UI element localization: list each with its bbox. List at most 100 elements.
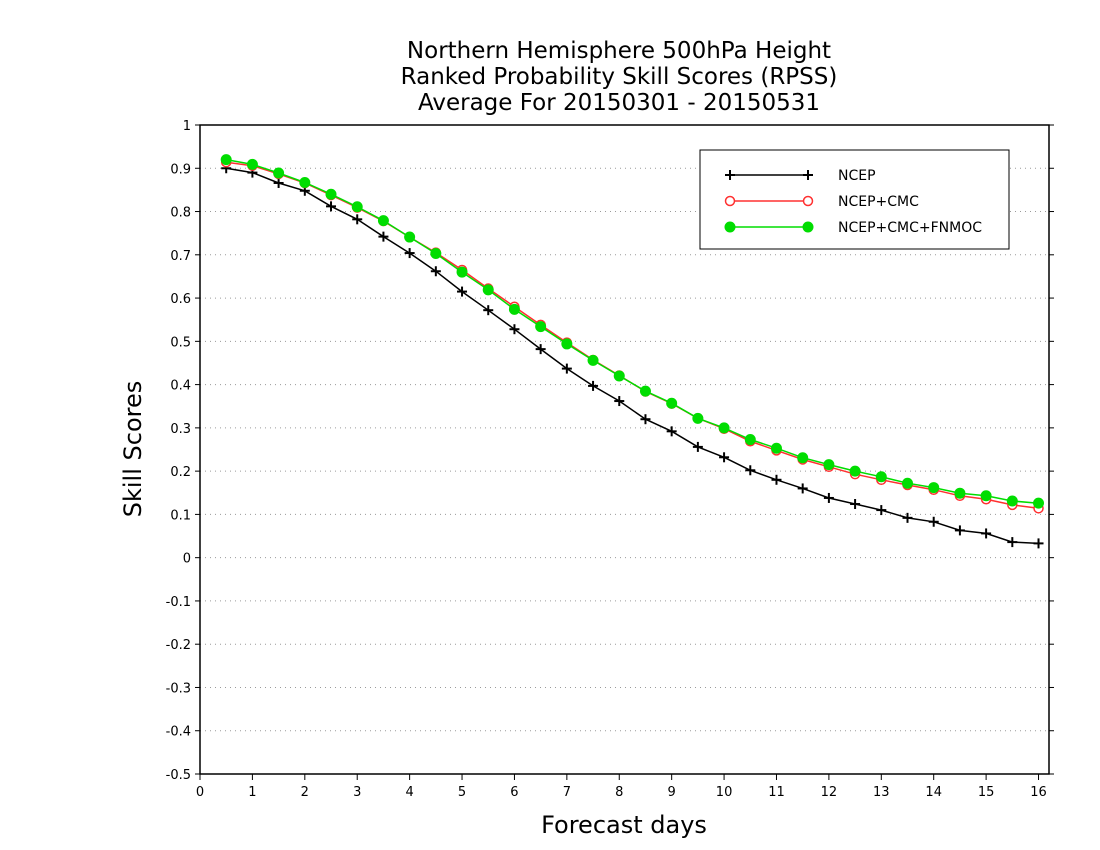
title-line-1: Northern Hemisphere 500hPa Height bbox=[407, 38, 831, 64]
data-point-ncep-cmc-fnmoc bbox=[377, 215, 389, 227]
data-point-ncep bbox=[378, 231, 389, 242]
data-point-ncep bbox=[745, 465, 756, 476]
data-point-ncep bbox=[430, 266, 441, 277]
data-point-ncep bbox=[1033, 538, 1044, 549]
data-point-ncep bbox=[614, 396, 625, 407]
data-point-ncep bbox=[326, 201, 337, 212]
legend: NCEP NCEP+CMC NCEP+CMC+FNMOC bbox=[699, 149, 1010, 250]
x-tick-label: 3 bbox=[353, 785, 361, 800]
data-point-ncep-cmc-fnmoc bbox=[220, 154, 232, 166]
data-point-ncep bbox=[1007, 537, 1018, 548]
data-point-ncep bbox=[954, 525, 965, 536]
data-point-ncep bbox=[640, 414, 651, 425]
legend-marker bbox=[724, 195, 736, 207]
title-line-3: Average For 20150301 - 20150531 bbox=[418, 90, 820, 116]
data-point-ncep-cmc-fnmoc bbox=[639, 385, 651, 397]
data-point-ncep bbox=[692, 441, 703, 452]
data-point-ncep-cmc-fnmoc bbox=[744, 434, 756, 446]
legend-label: NCEP+CMC+FNMOC bbox=[838, 220, 982, 236]
data-point-ncep bbox=[509, 324, 520, 335]
data-point-ncep-cmc-fnmoc bbox=[875, 471, 887, 483]
data-point-ncep-cmc-fnmoc bbox=[613, 370, 625, 382]
y-tick-label: 0 bbox=[183, 552, 191, 567]
legend-item-ncep-cmc-fnmoc: NCEP+CMC+FNMOC bbox=[724, 220, 982, 236]
y-tick-label: 0.6 bbox=[170, 292, 191, 307]
series-layer bbox=[220, 154, 1045, 549]
data-point-ncep bbox=[457, 286, 468, 297]
data-point-ncep-cmc-fnmoc bbox=[404, 231, 416, 243]
data-point-ncep-cmc-fnmoc bbox=[928, 482, 940, 494]
data-point-ncep-cmc-fnmoc bbox=[299, 177, 311, 189]
y-tick-label: -0.4 bbox=[166, 725, 191, 740]
data-point-ncep-cmc-fnmoc bbox=[561, 338, 573, 350]
data-point-ncep bbox=[666, 426, 677, 437]
data-point-ncep-cmc-fnmoc bbox=[351, 201, 363, 213]
data-point-ncep bbox=[535, 344, 546, 355]
x-tick-label: 12 bbox=[821, 785, 838, 800]
x-tick-label: 5 bbox=[458, 785, 466, 800]
y-tick-label: -0.2 bbox=[166, 638, 191, 653]
data-point-ncep bbox=[797, 483, 808, 494]
legend-item-ncep-cmc: NCEP+CMC bbox=[724, 194, 919, 210]
data-point-ncep-cmc-fnmoc bbox=[273, 167, 285, 179]
legend-marker bbox=[802, 221, 814, 233]
y-tick-label: -0.1 bbox=[166, 595, 191, 610]
data-point-ncep bbox=[823, 492, 834, 503]
data-point-ncep-cmc-fnmoc bbox=[1033, 497, 1045, 509]
x-tick-label: 4 bbox=[405, 785, 413, 800]
data-point-ncep-cmc-fnmoc bbox=[797, 452, 809, 464]
data-point-ncep bbox=[483, 305, 494, 316]
data-point-ncep bbox=[588, 380, 599, 391]
x-axis-ticks: 0 1 2 3 4 5 6 7 8 9 10 11 12 13 14 15 16 bbox=[196, 774, 1047, 800]
x-tick-label: 11 bbox=[768, 785, 785, 800]
data-point-ncep-cmc-fnmoc bbox=[508, 303, 520, 315]
y-tick-label: 0.4 bbox=[170, 379, 191, 394]
x-tick-label: 8 bbox=[615, 785, 623, 800]
x-tick-label: 9 bbox=[668, 785, 676, 800]
data-point-ncep-cmc-fnmoc bbox=[849, 465, 861, 477]
y-tick-label: 0.9 bbox=[170, 162, 191, 177]
x-tick-label: 0 bbox=[196, 785, 204, 800]
data-point-ncep-cmc-fnmoc bbox=[823, 459, 835, 471]
y-tick-label: 0.3 bbox=[170, 422, 191, 437]
data-point-ncep-cmc-fnmoc bbox=[1006, 495, 1018, 507]
x-tick-label: 14 bbox=[925, 785, 942, 800]
data-point-ncep bbox=[404, 248, 415, 259]
legend-item-ncep: NCEP bbox=[725, 168, 876, 184]
y-tick-label: 0.2 bbox=[170, 465, 191, 480]
data-point-ncep bbox=[273, 177, 284, 188]
y-tick-label: 0.7 bbox=[170, 249, 191, 264]
data-point-ncep bbox=[902, 512, 913, 523]
data-point-ncep bbox=[352, 214, 363, 225]
x-tick-label: 16 bbox=[1030, 785, 1047, 800]
y-axis-ticks: -0.5 -0.4 -0.3 -0.2 -0.1 0 0.1 0.2 0.3 0.4 0.5 0.6 0… bbox=[166, 119, 1054, 783]
data-point-ncep-cmc-fnmoc bbox=[666, 397, 678, 409]
x-tick-label: 10 bbox=[716, 785, 733, 800]
data-point-ncep-cmc-fnmoc bbox=[980, 490, 992, 502]
title-line-2: Ranked Probability Skill Scores (RPSS) bbox=[401, 64, 838, 90]
data-point-ncep bbox=[561, 363, 572, 374]
series-ncep bbox=[221, 163, 1044, 549]
data-point-ncep-cmc-fnmoc bbox=[902, 477, 913, 489]
x-tick-label: 13 bbox=[873, 785, 890, 800]
data-point-ncep-cmc-fnmoc bbox=[325, 188, 337, 200]
legend-marker bbox=[724, 221, 736, 233]
y-tick-label: 0.8 bbox=[170, 206, 191, 221]
chart-title: Northern Hemisphere 500hPa Height Ranked… bbox=[401, 38, 838, 116]
legend-marker bbox=[725, 170, 735, 180]
series-line-ncep bbox=[226, 167, 1039, 545]
y-tick-label: 0.5 bbox=[170, 335, 191, 350]
data-point-ncep-cmc-fnmoc bbox=[954, 487, 966, 499]
y-tick-label: -0.5 bbox=[166, 768, 191, 783]
legend-marker bbox=[802, 195, 814, 207]
legend-box bbox=[699, 149, 1010, 250]
y-axis-label: Skill Scores bbox=[119, 381, 147, 518]
plot-area-frame bbox=[199, 124, 1050, 775]
series-ncep-cmc-fnmoc bbox=[220, 154, 1045, 509]
data-point-ncep bbox=[719, 452, 730, 463]
x-tick-label: 15 bbox=[978, 785, 995, 800]
data-point-ncep bbox=[928, 516, 939, 527]
data-point-ncep bbox=[981, 528, 992, 539]
